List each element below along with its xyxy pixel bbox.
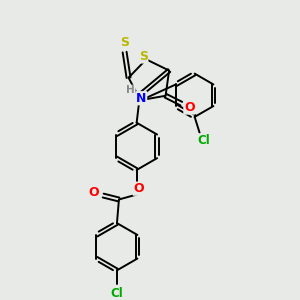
Text: Cl: Cl [197, 134, 210, 147]
Text: O: O [133, 182, 144, 195]
Text: S: S [120, 36, 129, 49]
Text: Cl: Cl [111, 286, 123, 299]
Text: O: O [184, 101, 194, 114]
Text: H: H [126, 85, 135, 95]
Text: O: O [88, 186, 99, 199]
Text: N: N [136, 92, 147, 105]
Text: S: S [139, 50, 148, 63]
